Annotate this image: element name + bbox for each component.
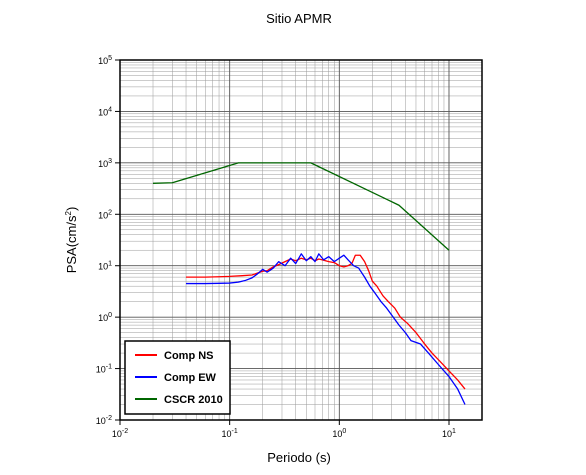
y-tick-label: 104 bbox=[98, 106, 112, 117]
y-tick-label: 10-2 bbox=[96, 415, 112, 426]
y-tick-base: 10 bbox=[98, 262, 108, 272]
legend-label-comp-ns: Comp NS bbox=[164, 350, 214, 362]
y-tick-exp: 4 bbox=[108, 106, 112, 113]
y-tick-exp: 5 bbox=[108, 55, 112, 62]
x-tick-exp: -2 bbox=[122, 428, 128, 435]
x-axis-ticks: 10-2 10-1 100 101 bbox=[112, 420, 456, 439]
x-tick-label: 10-2 bbox=[112, 428, 128, 439]
y-axis-label: PSA(cm/s2) bbox=[64, 207, 79, 274]
plot-frame bbox=[119, 59, 483, 421]
x-tick-exp: -1 bbox=[232, 428, 238, 435]
y-axis-label-close: ) bbox=[64, 207, 79, 211]
x-tick-base: 10 bbox=[112, 429, 122, 439]
legend-label-comp-ew: Comp EW bbox=[164, 372, 217, 384]
y-tick-exp: 2 bbox=[108, 209, 112, 216]
series-line-comp-ew bbox=[186, 253, 466, 405]
y-tick-label: 102 bbox=[98, 209, 112, 220]
y-tick-base: 10 bbox=[98, 107, 108, 117]
y-tick-base: 10 bbox=[98, 56, 108, 66]
y-tick-base: 10 bbox=[98, 159, 108, 169]
x-tick-base: 10 bbox=[442, 429, 452, 439]
x-tick-exp: 0 bbox=[342, 428, 346, 435]
legend: Comp NS Comp EW CSCR 2010 bbox=[124, 340, 231, 415]
chart-title: Sitio APMR bbox=[266, 11, 332, 26]
y-tick-label: 100 bbox=[98, 312, 112, 323]
x-axis-label: Periodo (s) bbox=[267, 450, 331, 465]
y-tick-exp: -2 bbox=[106, 415, 112, 422]
x-tick-exp: 1 bbox=[452, 428, 456, 435]
y-tick-label: 101 bbox=[98, 261, 112, 272]
x-tick-label: 100 bbox=[332, 428, 346, 439]
y-axis-label-exp: 2 bbox=[64, 211, 73, 216]
y-tick-exp: -1 bbox=[106, 364, 112, 371]
y-tick-label: 105 bbox=[98, 55, 112, 66]
series-line-comp-ns bbox=[186, 254, 466, 390]
x-tick-base: 10 bbox=[222, 429, 232, 439]
y-tick-label: 103 bbox=[98, 158, 112, 169]
x-tick-base: 10 bbox=[332, 429, 342, 439]
y-tick-exp: 0 bbox=[108, 312, 112, 319]
x-tick-label: 10-1 bbox=[222, 428, 238, 439]
legend-label-cscr-2010: CSCR 2010 bbox=[164, 394, 223, 406]
y-axis-label-main: PSA(cm/s bbox=[64, 215, 79, 273]
y-tick-exp: 1 bbox=[108, 261, 112, 268]
series-line-cscr-2010 bbox=[152, 162, 450, 251]
y-tick-base: 10 bbox=[96, 365, 106, 375]
y-tick-exp: 3 bbox=[108, 158, 112, 165]
x-tick-label: 101 bbox=[442, 428, 456, 439]
y-tick-label: 10-1 bbox=[96, 364, 112, 375]
y-tick-base: 10 bbox=[96, 416, 106, 426]
y-tick-base: 10 bbox=[98, 210, 108, 220]
series-layer bbox=[152, 162, 466, 405]
y-tick-base: 10 bbox=[98, 313, 108, 323]
